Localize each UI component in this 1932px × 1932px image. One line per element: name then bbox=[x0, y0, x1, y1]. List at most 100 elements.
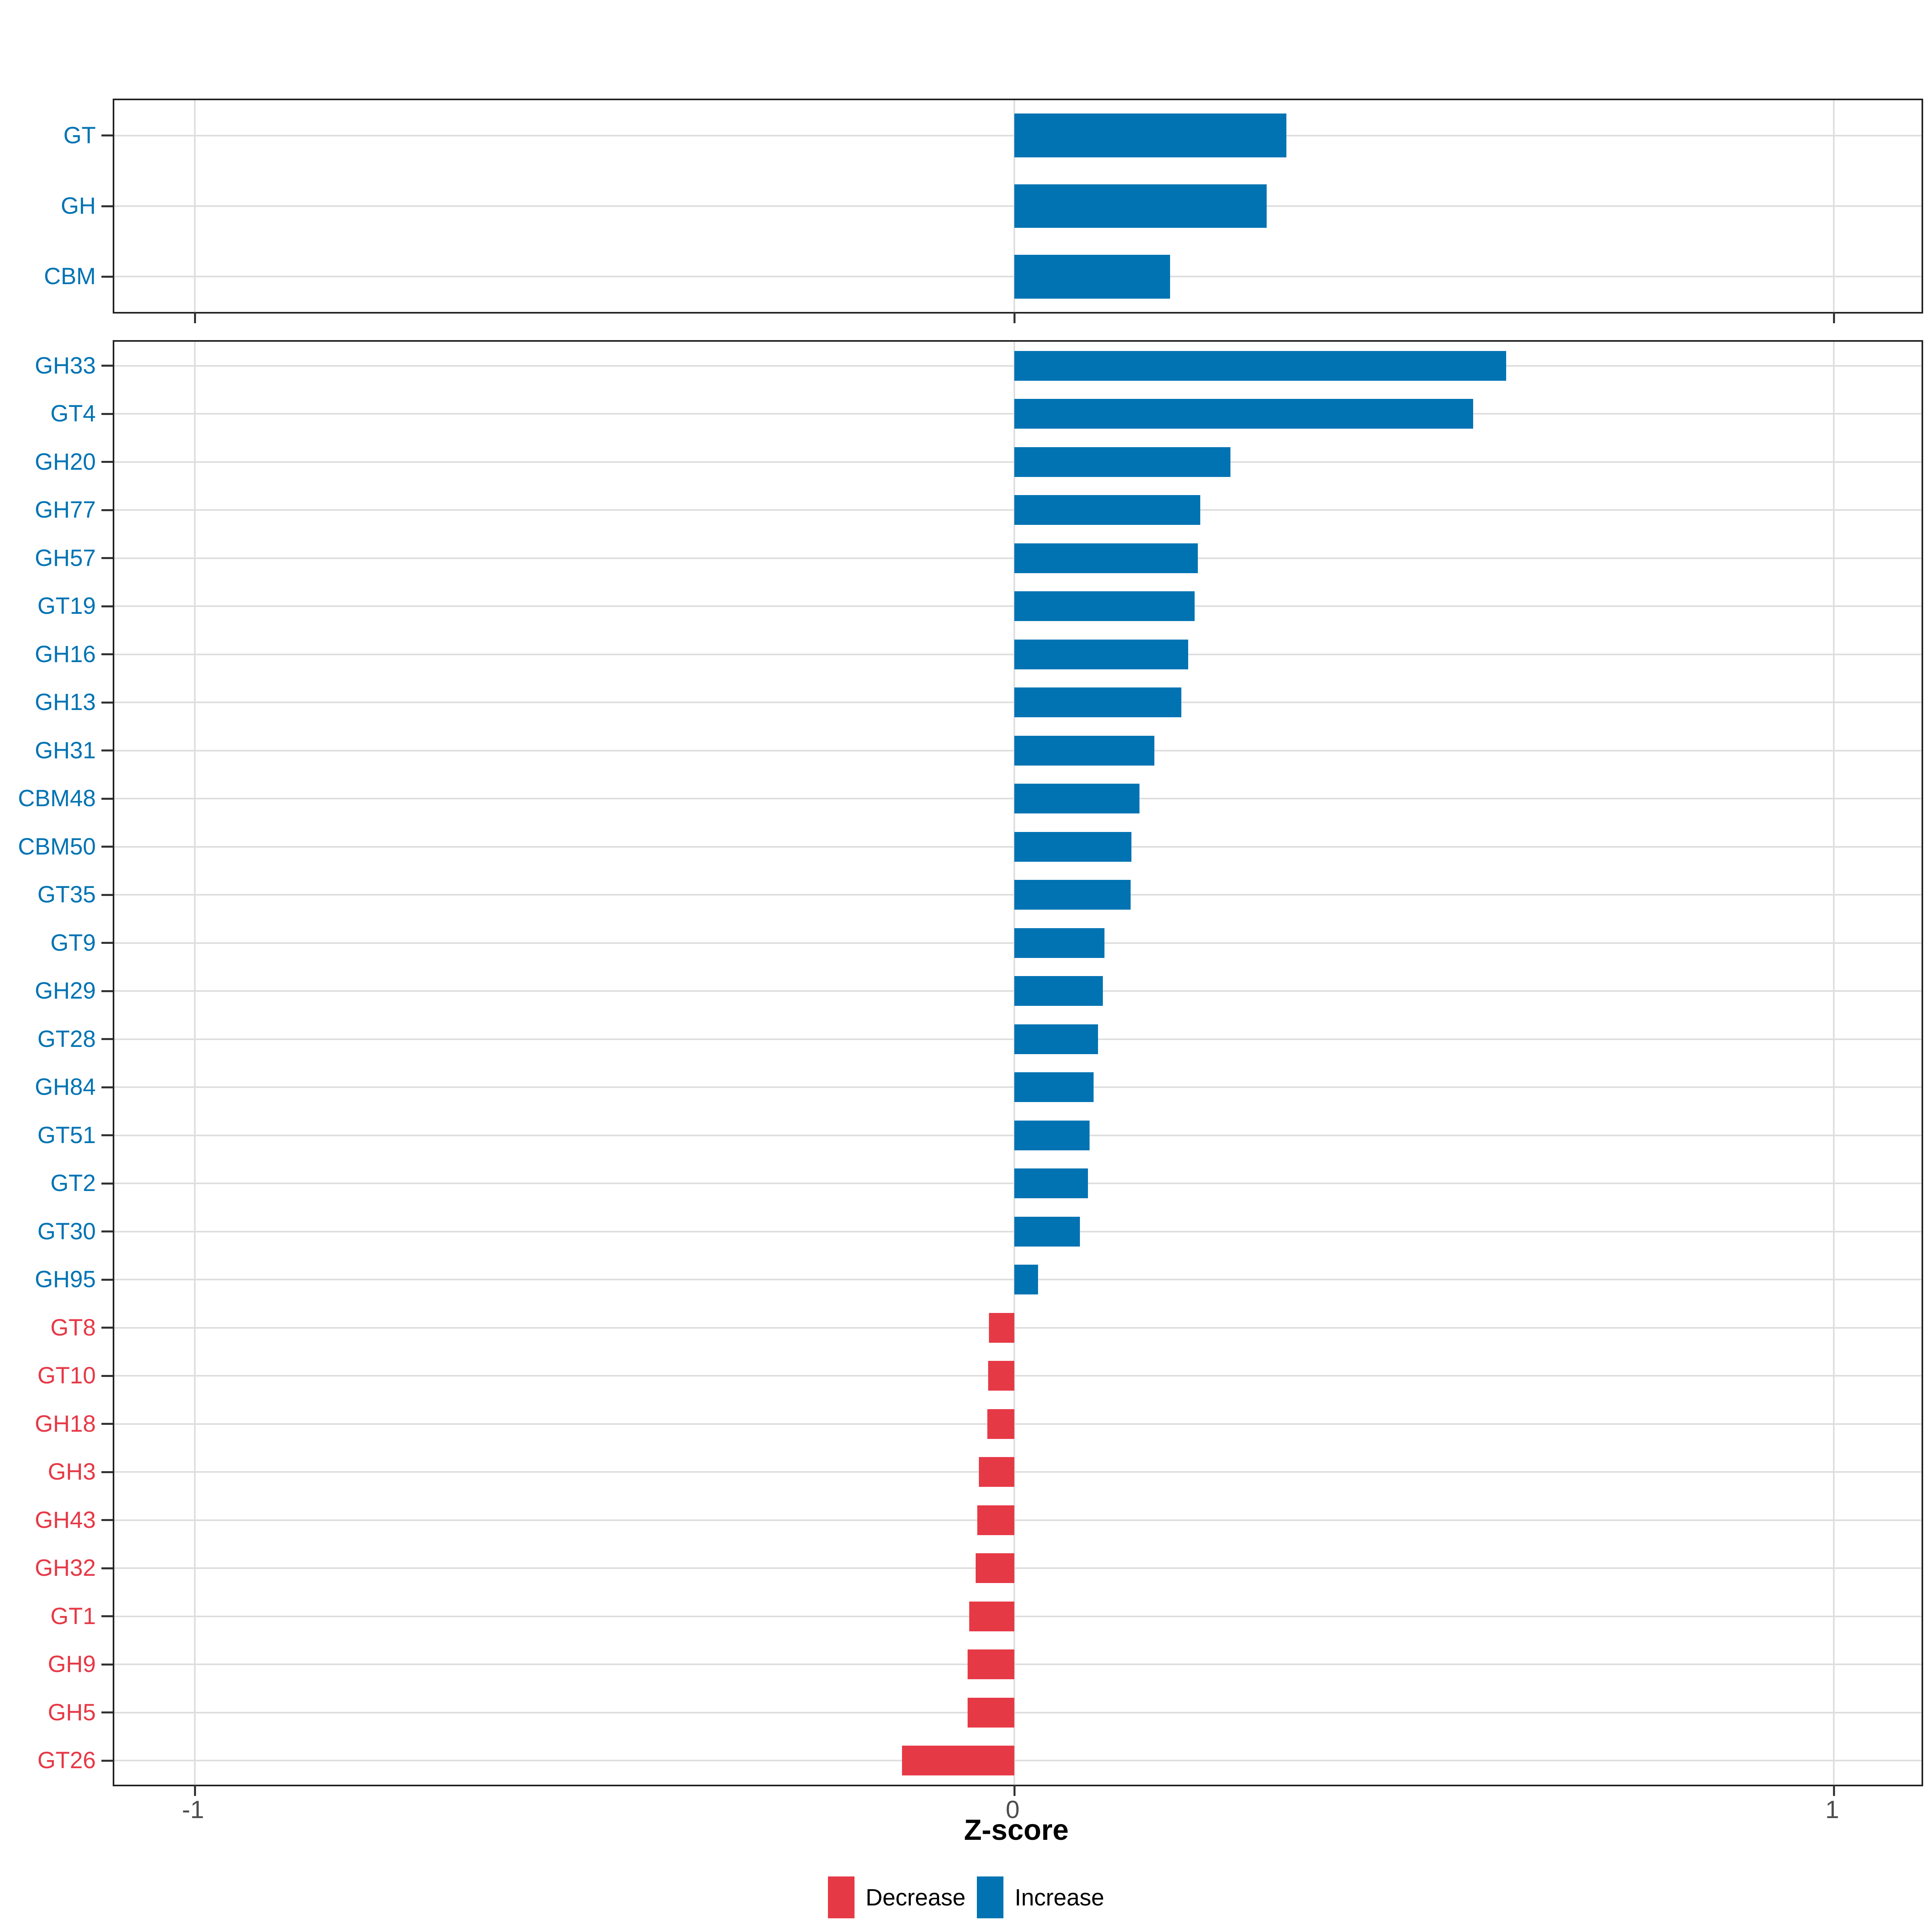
bar-gh bbox=[1014, 184, 1267, 228]
y-tick-mark bbox=[101, 1663, 113, 1666]
y-tick-mark bbox=[101, 557, 113, 559]
bar-gh5 bbox=[967, 1697, 1014, 1728]
x-tick-label-1: 1 bbox=[1825, 1796, 1839, 1824]
bar-gt8 bbox=[989, 1313, 1014, 1343]
x-tick-label-0: 0 bbox=[1005, 1796, 1020, 1824]
y-tick-mark bbox=[101, 205, 113, 207]
y-axis-label-gt2: GT2 bbox=[50, 1170, 96, 1197]
bar-gt2 bbox=[1014, 1168, 1088, 1199]
y-tick-mark bbox=[101, 990, 113, 992]
y-axis-label-gh5: GH5 bbox=[47, 1699, 96, 1726]
y-axis-label-gh31: GH31 bbox=[35, 737, 96, 764]
x-tick-mark bbox=[194, 312, 196, 323]
y-tick-mark bbox=[101, 942, 113, 944]
bar-gh77 bbox=[1014, 495, 1201, 525]
bar-gt9 bbox=[1014, 928, 1104, 958]
y-tick-mark bbox=[101, 1038, 113, 1040]
bar-gt26 bbox=[902, 1746, 1014, 1776]
y-tick-mark bbox=[101, 1471, 113, 1473]
y-tick-mark bbox=[101, 509, 113, 511]
y-axis-label-gt26: GT26 bbox=[37, 1747, 96, 1774]
y-axis-label-gt30: GT30 bbox=[37, 1218, 96, 1245]
gridline-x-1 bbox=[1833, 342, 1835, 1785]
y-axis-label-gh9: GH9 bbox=[47, 1651, 96, 1678]
gridline-row bbox=[114, 1711, 1922, 1713]
y-axis-label-gh33: GH33 bbox=[35, 352, 96, 379]
bar-gh43 bbox=[977, 1505, 1014, 1535]
bar-gh13 bbox=[1014, 687, 1182, 718]
bar-gh29 bbox=[1014, 976, 1103, 1006]
bar-gh57 bbox=[1014, 543, 1198, 573]
bar-gt30 bbox=[1014, 1216, 1080, 1247]
y-tick-mark bbox=[101, 461, 113, 463]
y-axis-label-gh77: GH77 bbox=[35, 497, 96, 523]
bar-gt10 bbox=[988, 1361, 1014, 1391]
bar-cbm50 bbox=[1014, 832, 1132, 862]
bar-gh32 bbox=[976, 1553, 1014, 1583]
y-tick-mark bbox=[101, 1759, 113, 1762]
bar-gt1 bbox=[969, 1601, 1014, 1631]
y-tick-mark bbox=[101, 275, 113, 278]
y-axis-label-gh13: GH13 bbox=[35, 689, 96, 716]
y-axis-label-gh32: GH32 bbox=[35, 1555, 96, 1581]
y-tick-mark bbox=[101, 1278, 113, 1281]
y-tick-mark bbox=[101, 749, 113, 752]
bar-gh18 bbox=[987, 1409, 1014, 1439]
y-tick-mark bbox=[101, 1567, 113, 1569]
y-axis-label-gt8: GT8 bbox=[50, 1314, 96, 1341]
bar-gh95 bbox=[1014, 1265, 1038, 1295]
y-tick-mark bbox=[101, 1327, 113, 1329]
y-axis-label-gt28: GT28 bbox=[37, 1026, 96, 1052]
gridline-row bbox=[114, 1760, 1922, 1762]
y-axis-label-gt19: GT19 bbox=[37, 593, 96, 619]
y-tick-mark bbox=[101, 134, 113, 137]
x-tick-mark bbox=[1833, 312, 1835, 323]
bar-cbm bbox=[1014, 254, 1170, 299]
bar-gt28 bbox=[1014, 1024, 1098, 1054]
bar-gh84 bbox=[1014, 1072, 1094, 1102]
y-axis-label-gt1: GT1 bbox=[50, 1603, 96, 1629]
gridline-row bbox=[114, 1519, 1922, 1521]
y-axis-label-gt: GT bbox=[63, 122, 96, 149]
y-tick-mark bbox=[101, 413, 113, 415]
bottom-panel: GH33 GT4 GH20 GH77 GH57 GT19 GH16 GH13 GH31 CBM48… bbox=[18, 340, 1923, 1796]
gridline-row bbox=[114, 1664, 1922, 1666]
x-tick-label--1: -1 bbox=[182, 1796, 204, 1824]
y-axis-label-gt51: GT51 bbox=[37, 1122, 96, 1148]
gridline-row bbox=[114, 1567, 1922, 1569]
y-tick-mark bbox=[101, 797, 113, 800]
gridline-row bbox=[114, 1423, 1922, 1425]
y-tick-mark bbox=[101, 605, 113, 607]
y-axis-label-gh57: GH57 bbox=[35, 545, 96, 571]
x-tick-mark bbox=[194, 1785, 196, 1796]
y-tick-mark bbox=[101, 1423, 113, 1425]
y-axis-label-gh18: GH18 bbox=[35, 1410, 96, 1437]
legend-swatch-decrease bbox=[828, 1876, 855, 1918]
y-axis-label-gh95: GH95 bbox=[35, 1266, 96, 1293]
bar-gt4 bbox=[1014, 399, 1474, 429]
bar-gh16 bbox=[1014, 639, 1188, 669]
gridline-row bbox=[114, 1375, 1922, 1377]
y-axis-label-gh29: GH29 bbox=[35, 978, 96, 1004]
legend: Decrease Increase bbox=[0, 1876, 1932, 1918]
x-tick-mark bbox=[1013, 1785, 1016, 1796]
x-axis-title: Z-score bbox=[964, 1814, 1069, 1846]
y-axis-label-cbm48: CBM48 bbox=[18, 785, 96, 812]
y-tick-mark bbox=[101, 1519, 113, 1521]
y-tick-mark bbox=[101, 1182, 113, 1185]
legend-swatch-increase bbox=[976, 1876, 1003, 1918]
y-tick-mark bbox=[101, 1711, 113, 1714]
y-tick-mark bbox=[101, 365, 113, 367]
legend-label-increase: Increase bbox=[1014, 1884, 1104, 1911]
top-panel: GT GH CBM bbox=[44, 99, 1923, 323]
y-tick-mark bbox=[101, 653, 113, 656]
y-axis-label-gt4: GT4 bbox=[50, 400, 96, 427]
y-axis-label-gh3: GH3 bbox=[47, 1459, 96, 1485]
y-axis-label-gh43: GH43 bbox=[35, 1507, 96, 1533]
bar-gh20 bbox=[1014, 447, 1231, 477]
gridline-row bbox=[114, 1327, 1922, 1329]
y-axis-label-cbm50: CBM50 bbox=[18, 833, 96, 860]
gridline-x--1 bbox=[194, 342, 196, 1785]
y-tick-mark bbox=[101, 1134, 113, 1137]
